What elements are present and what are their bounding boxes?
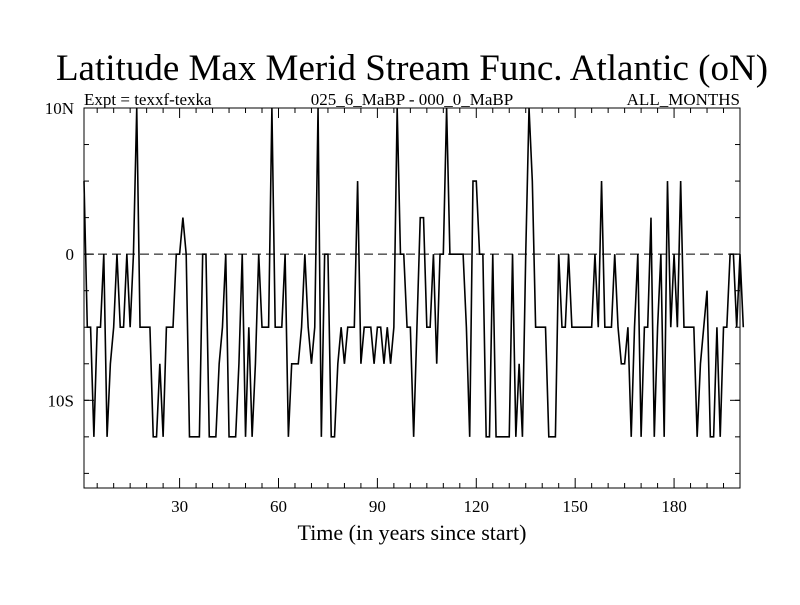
y-tick-label: 10S xyxy=(48,391,74,410)
x-axis-label: Time (in years since start) xyxy=(298,520,527,545)
y-tick-label: 0 xyxy=(66,245,75,264)
y-tick-label: 10N xyxy=(45,99,74,118)
series-line xyxy=(83,107,745,438)
x-tick-label: 30 xyxy=(171,497,188,516)
x-tick-label: 180 xyxy=(661,497,687,516)
chart-title: Latitude Max Merid Stream Func. Atlantic… xyxy=(56,48,768,89)
period-label: 025_6_MaBP - 000_0_MaBP xyxy=(311,90,513,109)
x-tick-label: 120 xyxy=(464,497,490,516)
plot-frame xyxy=(83,107,741,489)
plot-area: 30 60 90 120 150 180 10N 0 10S xyxy=(45,99,745,516)
months-label: ALL_MONTHS xyxy=(627,90,740,109)
x-tick-label: 90 xyxy=(369,497,386,516)
experiment-label: Expt = texxf-texka xyxy=(84,90,212,109)
x-tick-label: 60 xyxy=(270,497,287,516)
x-tick-label: 150 xyxy=(562,497,588,516)
